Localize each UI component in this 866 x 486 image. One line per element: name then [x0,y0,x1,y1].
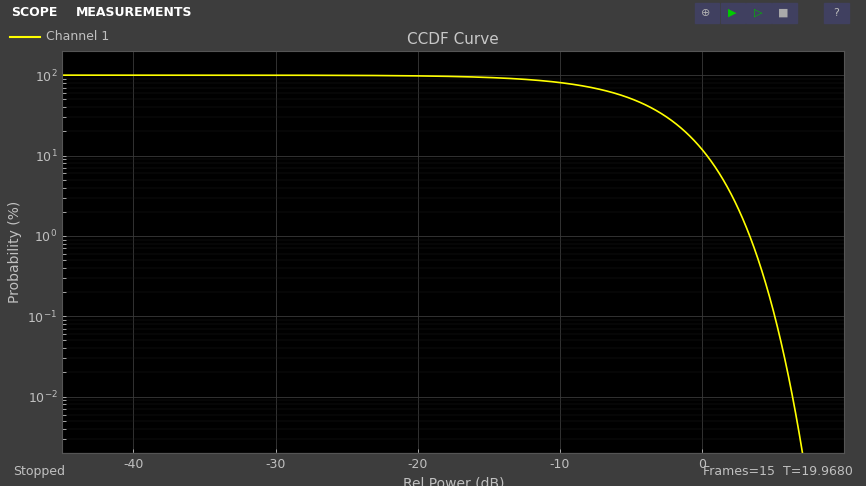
X-axis label: Rel Power (dB): Rel Power (dB) [403,476,504,486]
Text: Stopped: Stopped [13,466,65,478]
Title: CCDF Curve: CCDF Curve [408,32,499,47]
Text: ?: ? [833,8,838,17]
Text: ▶: ▶ [727,8,736,17]
Bar [772,2,797,23]
Text: ▷: ▷ [753,8,762,17]
Text: Channel 1: Channel 1 [46,31,109,43]
Y-axis label: Probability (%): Probability (%) [8,201,22,303]
Text: ⊕: ⊕ [701,8,710,17]
Text: SCOPE: SCOPE [11,6,58,19]
Bar [695,2,719,23]
Bar [824,2,849,23]
Text: MEASUREMENTS: MEASUREMENTS [76,6,192,19]
Text: Frames=15  T=19.9680: Frames=15 T=19.9680 [703,466,853,478]
Text: ■: ■ [779,8,789,17]
Bar [721,2,745,23]
Bar [746,2,771,23]
